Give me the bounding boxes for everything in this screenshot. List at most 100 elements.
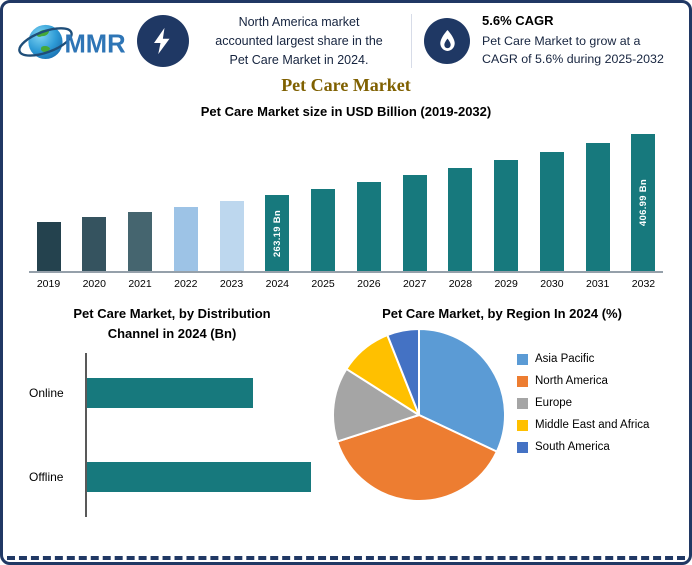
bar-2030 (539, 152, 564, 272)
year-label-2019: 2019 (36, 278, 61, 291)
bottom-dashed-border (7, 556, 685, 560)
year-label-2021: 2021 (128, 278, 152, 291)
orbit-ring (18, 27, 73, 57)
year-label-2024: 2024 (265, 278, 289, 291)
dist-row-offline: Offline (23, 435, 321, 519)
bar-slot-2020 (81, 217, 108, 272)
distribution-chart: Pet Care Market, by Distribution Channel… (3, 298, 321, 519)
legend-label: South America (535, 441, 610, 454)
bar-value-label-2024: 263.19 Bn (271, 209, 283, 257)
bar-value-label-2032: 406.99 Bn (637, 179, 649, 227)
year-label-2026: 2026 (357, 278, 381, 291)
legend-label: Europe (535, 397, 573, 410)
flame-badge (424, 18, 470, 65)
bar-slot-2028 (447, 168, 474, 272)
legend-item-middle-east-and-africa: Middle East and Africa (517, 419, 649, 431)
region-chart-content: Asia Pacific North America Europe Middle Ea… (321, 325, 683, 505)
region-legend: Asia Pacific North America Europe Middle Ea… (517, 353, 649, 453)
pie-slice-north-america (336, 414, 498, 503)
year-label-2020: 2020 (82, 278, 106, 291)
bar-chart-bars: 263.19 Bn 406.99 Bn (29, 131, 663, 274)
bar-2032: 406.99 Bn (631, 134, 656, 272)
legend-item-north-america: North America (517, 375, 649, 387)
dist-label-online: Online (29, 386, 64, 401)
bar-slot-2024: 263.19 Bn (264, 195, 291, 272)
year-label-2025: 2025 (311, 278, 335, 291)
year-label-2029: 2029 (494, 278, 518, 291)
bar-slot-2027 (401, 175, 428, 272)
bar-slot-2032: 406.99 Bn (630, 134, 657, 272)
bar-slot-2022 (172, 207, 199, 272)
legend-swatch (517, 353, 528, 365)
news-line-2: accounted largest share in the (215, 33, 383, 48)
legend-item-europe: Europe (517, 397, 649, 409)
globe-continent (40, 46, 51, 53)
bar-slot-2026 (355, 182, 382, 272)
bar-2028 (448, 168, 473, 272)
bar-2025 (311, 189, 336, 272)
bar-chart-title: Pet Care Market size in USD Billion (201… (200, 104, 492, 120)
bar-slot-2021 (127, 212, 154, 272)
legend-swatch (517, 441, 528, 453)
region-pie (332, 328, 507, 503)
bar-2024: 263.19 Bn (265, 195, 290, 272)
distribution-title-line-2: Channel in 2024 (Bn) (107, 325, 237, 341)
region-chart: Pet Care Market, by Region In 2024 (%) A… (321, 298, 689, 519)
year-label-2023: 2023 (219, 278, 244, 291)
bar-slot-2029 (493, 160, 520, 272)
header-divider (411, 14, 412, 69)
legend-swatch (517, 397, 528, 409)
year-label-2027: 2027 (402, 278, 427, 291)
bar-slot-2025 (310, 189, 337, 272)
dist-bar-online (87, 378, 253, 409)
distribution-axis (85, 353, 87, 518)
bar-slot-2031 (584, 143, 611, 272)
distribution-title-line-1: Pet Care Market, by Distribution (73, 306, 271, 322)
bottom-charts: Pet Care Market, by Distribution Channel… (3, 298, 689, 519)
pie-slice-europe (332, 368, 420, 443)
logo-text: MMR (64, 31, 125, 59)
legend-swatch (517, 419, 528, 431)
region-chart-title: Pet Care Market, by Region In 2024 (%) (382, 306, 622, 322)
flame-icon (439, 29, 455, 51)
distribution-plot: Online Offline (23, 351, 321, 519)
year-label-2030: 2030 (540, 278, 564, 291)
news-line-3: Pet Care Market in 2024. (229, 52, 369, 67)
dist-bar-offline (87, 462, 311, 493)
dist-label-offline: Offline (29, 470, 64, 485)
distribution-chart-title: Pet Care Market, by Distribution Channel… (23, 304, 321, 343)
year-label-2022: 2022 (174, 278, 198, 291)
bar-slot-2019 (35, 222, 62, 272)
cagr-line-2: CAGR of 5.6% during 2025-2032 (482, 52, 664, 67)
legend-swatch (517, 375, 528, 387)
lightning-badge (137, 15, 189, 68)
news-line-1: North America market (238, 15, 360, 29)
dist-row-online: Online (23, 351, 321, 435)
bar-2021 (128, 212, 153, 272)
legend-item-south-america: South America (517, 441, 649, 453)
bar-2023 (219, 201, 244, 272)
bar-slot-2030 (538, 152, 565, 272)
header: MMR North America market accounted large… (3, 3, 689, 73)
cagr-line-1: Pet Care Market to grow at a (482, 34, 641, 49)
lightning-icon (154, 28, 170, 55)
bar-2022 (173, 207, 198, 272)
bar-chart-xlabels: 2019 2020 2021 2022 2023 2024 2025 2026 2027 2028… (29, 273, 663, 290)
cagr-block: 5.6% CAGR Pet Care Market to grow at a C… (482, 13, 673, 69)
year-label-2031: 2031 (586, 278, 610, 291)
mmr-logo: MMR (18, 24, 126, 60)
cagr-headline: 5.6% CAGR (482, 13, 554, 29)
year-label-2032: 2032 (631, 278, 656, 291)
bar-2026 (356, 182, 381, 272)
bar-2029 (494, 160, 519, 272)
legend-label: Asia Pacific (535, 353, 595, 366)
bar-slot-2023 (218, 201, 245, 272)
legend-label: Middle East and Africa (535, 419, 650, 432)
legend-label: North America (535, 375, 608, 388)
bar-chart: 263.19 Bn 406.99 Bn 2019 2020 2021 2022 2023 2… (29, 131, 663, 290)
pie-slice-south-america (386, 328, 420, 417)
year-label-2028: 2028 (448, 278, 473, 291)
page-title: Pet Care Market (281, 75, 411, 96)
legend-item-asia-pacific: Asia Pacific (517, 353, 649, 365)
